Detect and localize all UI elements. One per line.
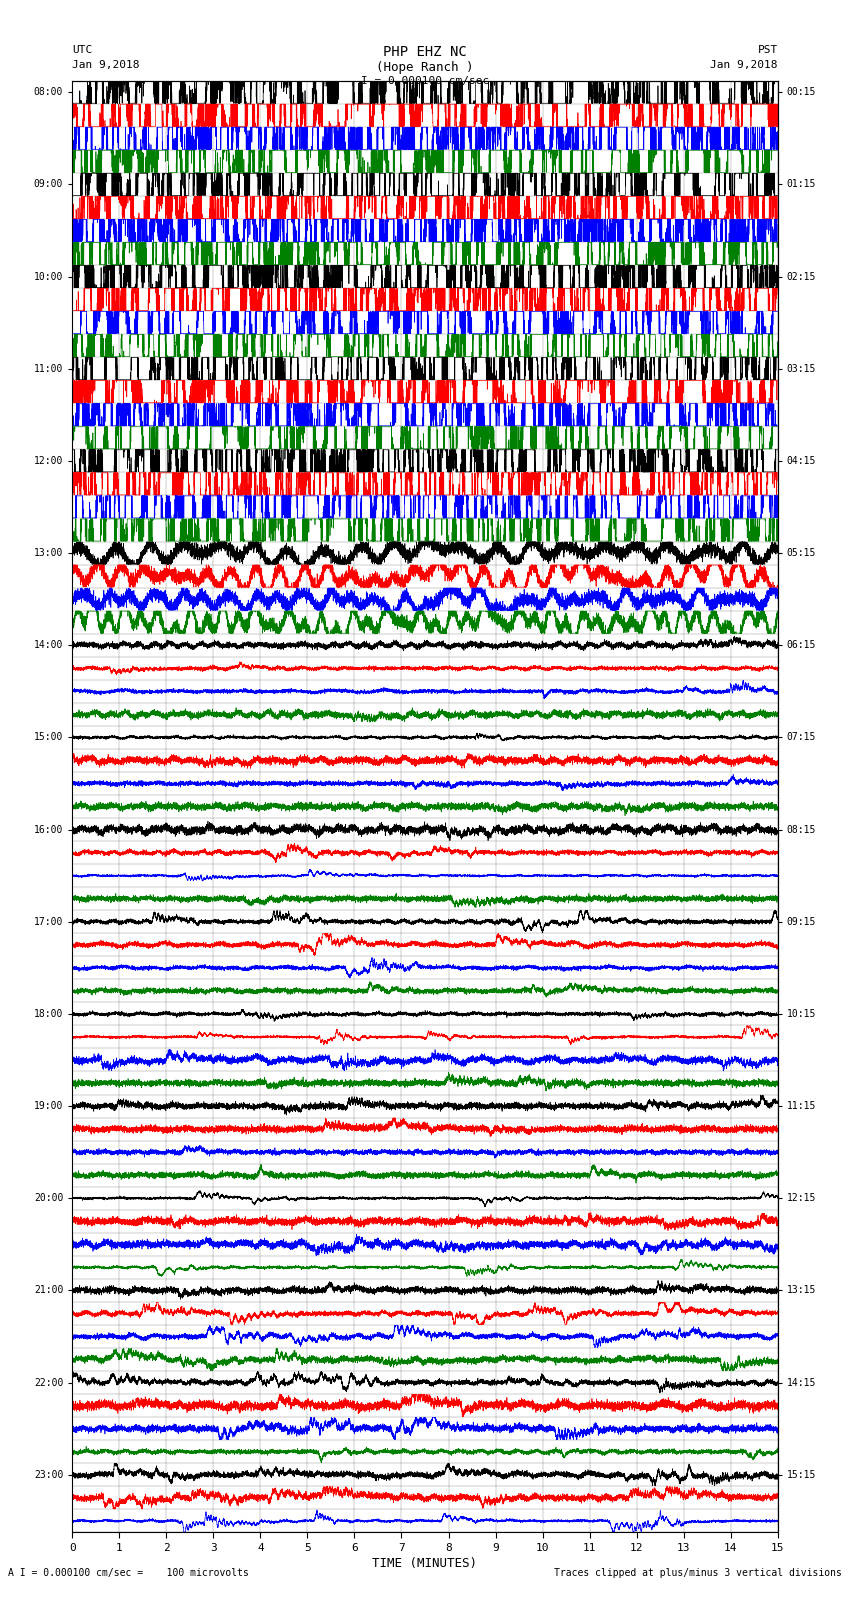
Text: Jan 9,2018: Jan 9,2018 <box>711 60 778 69</box>
Text: Traces clipped at plus/minus 3 vertical divisions: Traces clipped at plus/minus 3 vertical … <box>553 1568 842 1578</box>
Text: PST: PST <box>757 45 778 55</box>
X-axis label: TIME (MINUTES): TIME (MINUTES) <box>372 1557 478 1569</box>
Text: Jan 9,2018: Jan 9,2018 <box>72 60 139 69</box>
Text: UTC: UTC <box>72 45 93 55</box>
Text: I = 0.000100 cm/sec: I = 0.000100 cm/sec <box>361 76 489 85</box>
Text: A I = 0.000100 cm/sec =    100 microvolts: A I = 0.000100 cm/sec = 100 microvolts <box>8 1568 249 1578</box>
Text: PHP EHZ NC: PHP EHZ NC <box>383 45 467 60</box>
Text: (Hope Ranch ): (Hope Ranch ) <box>377 61 473 74</box>
